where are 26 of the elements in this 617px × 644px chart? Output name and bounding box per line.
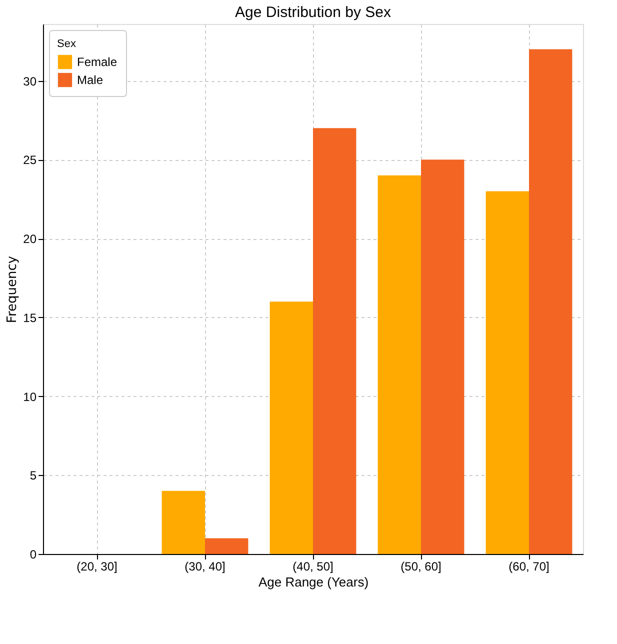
y-tick-label: 10 bbox=[23, 390, 37, 404]
bar bbox=[205, 538, 248, 554]
bar bbox=[270, 302, 313, 554]
bar bbox=[162, 490, 205, 554]
x-tick-label: (60, 70] bbox=[508, 560, 550, 574]
y-tick-label: 30 bbox=[23, 74, 37, 88]
bar bbox=[378, 175, 421, 554]
legend-title: Sex bbox=[57, 38, 76, 50]
legend-label: Female bbox=[77, 55, 118, 69]
y-tick-label: 25 bbox=[23, 153, 37, 168]
chart-title: Age Distribution by Sex bbox=[235, 4, 392, 21]
x-tick-label: (30, 40] bbox=[184, 560, 226, 574]
bar bbox=[529, 49, 572, 554]
bar bbox=[486, 191, 529, 554]
x-axis-title: Age Range (Years) bbox=[258, 574, 369, 590]
legend-label: Male bbox=[77, 73, 104, 87]
y-tick-label: 5 bbox=[30, 468, 37, 483]
y-tick-label: 20 bbox=[23, 232, 37, 246]
y-tick-label: 15 bbox=[23, 310, 37, 325]
x-tick-label: (50, 60] bbox=[400, 560, 442, 574]
y-axis-title: Frequency bbox=[5, 256, 20, 324]
bar bbox=[421, 160, 464, 554]
x-tick-label: (20, 30] bbox=[76, 560, 118, 574]
y-tick-label: 0 bbox=[30, 548, 37, 562]
bar bbox=[313, 128, 356, 554]
x-tick-label: (40, 50] bbox=[292, 560, 334, 574]
